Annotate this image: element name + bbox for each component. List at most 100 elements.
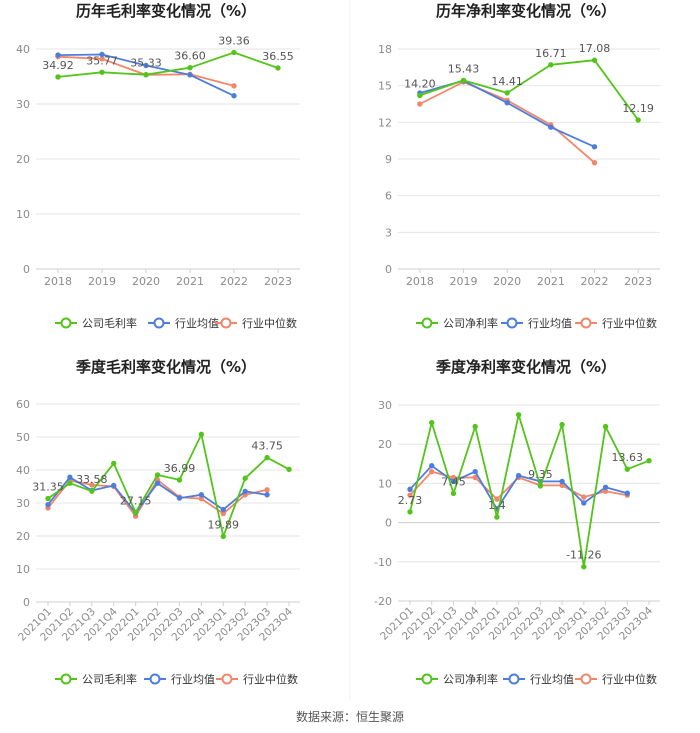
legend-label: 行业均值: [528, 317, 572, 330]
legend-label: 行业中位数: [243, 672, 298, 686]
y-tick-label: 50: [16, 431, 30, 444]
x-tick-label: 2020: [493, 275, 521, 288]
data-point-avg: [548, 124, 554, 130]
legend-label: 行业均值: [171, 673, 215, 686]
data-point-company: [89, 488, 95, 494]
data-label: 35.33: [130, 57, 162, 70]
chart-title: 季度净利率变化情况（%）: [436, 358, 616, 376]
data-label: 36.99: [164, 462, 196, 475]
data-point-avg: [99, 51, 105, 58]
data-label: 36.60: [174, 50, 206, 63]
y-tick-label: 20: [16, 530, 30, 543]
series-line-company: [409, 413, 650, 568]
y-tick-label: 10: [16, 563, 30, 576]
y-tick-label: 60: [16, 398, 30, 411]
legend-label: 行业中位数: [602, 672, 657, 686]
y-tick-label: 12: [378, 116, 392, 129]
data-point-avg: [429, 463, 435, 469]
data-point-avg: [581, 500, 587, 506]
data-point-company: [591, 57, 598, 63]
data-point-company: [187, 65, 193, 71]
data-point-median: [264, 487, 270, 493]
data-point-avg: [504, 100, 510, 106]
data-label: 9.35: [528, 468, 553, 481]
y-tick-label: 9: [385, 153, 392, 166]
data-point-company: [154, 472, 161, 478]
data-point-avg: [67, 474, 73, 480]
x-tick-label: 2022: [220, 275, 248, 288]
y-tick-label: 10: [378, 477, 392, 490]
data-point-company: [275, 65, 281, 71]
data-label: 1.4: [488, 499, 506, 512]
y-tick-label: 40: [16, 43, 30, 56]
data-point-median: [494, 496, 500, 502]
legend-swatch-marker: [220, 317, 232, 329]
y-tick-label: 30: [16, 497, 30, 510]
data-point-avg: [111, 482, 117, 489]
data-point-company: [581, 564, 587, 570]
y-tick-label: 15: [378, 80, 392, 93]
x-tick-label: 2021: [176, 275, 204, 288]
data-point-company: [45, 495, 51, 502]
data-point-avg: [198, 492, 205, 498]
data-label: 7.45: [441, 475, 466, 488]
legend-swatch-marker: [506, 317, 518, 329]
y-tick-label: 3: [385, 226, 392, 239]
data-point-avg: [143, 62, 149, 69]
data-label: 34.92: [42, 59, 74, 72]
data-point-avg: [231, 93, 237, 99]
chart-panel-1: 历年毛利率变化情况（%） 0 10 20 30 40 2018 2019 2020 2021 202…: [16, 2, 300, 330]
data-point-company: [198, 431, 205, 438]
y-tick-label: 6: [385, 190, 392, 203]
data-point-avg: [55, 52, 61, 58]
data-point-avg: [450, 478, 457, 485]
y-tick-label: -10: [374, 556, 392, 569]
y-tick-label: 30: [378, 399, 392, 412]
data-label: 43.75: [251, 440, 283, 453]
data-point-company: [286, 466, 292, 473]
legend-label: 公司净利率: [443, 672, 498, 686]
data-point-company: [220, 533, 226, 540]
data-label: 14.41: [491, 75, 523, 88]
data-point-avg: [154, 480, 161, 486]
data-label: 12.19: [622, 102, 654, 115]
data-label: 2.73: [398, 494, 423, 507]
data-point-median: [581, 494, 587, 500]
data-point-median: [591, 159, 598, 166]
data-point-company: [231, 49, 237, 56]
data-label: 36.55: [262, 50, 294, 63]
series-line-company: [47, 433, 290, 538]
data-point-company: [646, 457, 652, 464]
legend-swatch-marker: [421, 673, 433, 685]
data-point-median: [429, 468, 435, 475]
legend-swatch-marker: [580, 673, 592, 685]
data-point-company: [602, 423, 609, 430]
chart-title: 季度毛利率变化情况（%）: [76, 358, 256, 376]
data-label: 33.58: [76, 473, 108, 486]
data-point-company: [537, 483, 544, 489]
x-tick-label: 2023: [624, 275, 652, 288]
data-point-company: [176, 477, 183, 483]
data-label: 27.15: [120, 494, 152, 507]
x-tick-label: 2021: [537, 275, 565, 288]
legend-swatch-marker: [153, 317, 165, 329]
legend-label: 公司毛利率: [82, 316, 137, 330]
chart-panel-3: 季度毛利率变化情况（%）01020304050602021Q12021Q2202…: [16, 358, 300, 686]
y-tick-label: 20: [16, 153, 30, 166]
data-point-avg: [187, 72, 193, 78]
data-point-avg: [45, 501, 51, 508]
data-point-company: [559, 421, 565, 428]
legend-label: 行业均值: [530, 673, 574, 686]
legend-swatch-marker: [221, 673, 233, 685]
data-point-company: [99, 69, 105, 75]
chart-panel-4: 季度净利率变化情况（%）-20-1001020302021Q12021Q2202…: [374, 358, 660, 686]
y-tick-label: 0: [23, 596, 30, 609]
data-point-median: [472, 474, 478, 481]
data-label: 39.36: [218, 35, 250, 48]
series-line-company: [57, 51, 279, 78]
data-point-company: [429, 419, 435, 426]
y-tick-label: 30: [16, 98, 30, 111]
x-tick-label: 2019: [450, 275, 478, 288]
data-point-company: [494, 514, 500, 520]
